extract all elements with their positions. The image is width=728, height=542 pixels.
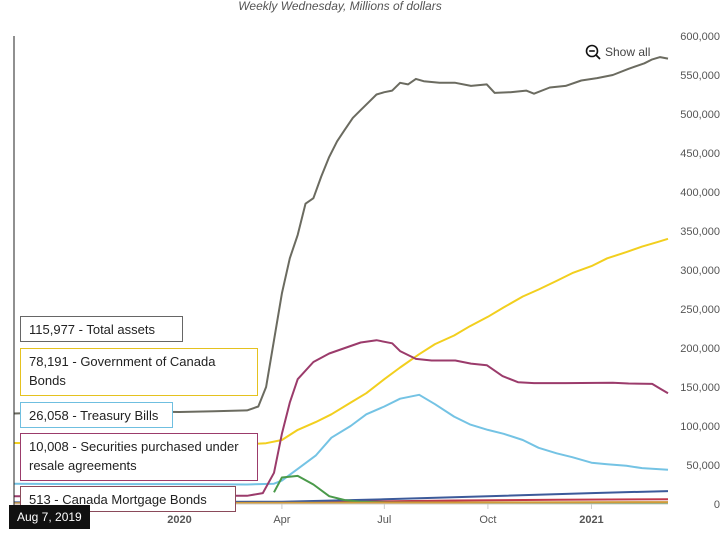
y-tick-label: 600,000 xyxy=(680,31,720,43)
x-tick-label: Jul xyxy=(377,514,391,526)
y-tick-label: 400,000 xyxy=(680,187,720,199)
y-tick-label: 250,000 xyxy=(680,304,720,316)
y-tick-label: 300,000 xyxy=(680,265,720,277)
y-tick-label: 100,000 xyxy=(680,421,720,433)
x-tick-label: 2021 xyxy=(579,514,603,526)
x-tick-label: Apr xyxy=(273,514,290,526)
x-tick-label: Oct xyxy=(479,514,496,526)
tooltip-government-bonds: 78,191 - Government of Canada Bonds xyxy=(20,348,258,396)
series-line-0 xyxy=(13,56,669,415)
tooltip-resale-agreements: 10,008 - Securities purchased under resa… xyxy=(20,433,258,481)
series-line-2 xyxy=(13,393,669,486)
show-all-button[interactable]: Show all xyxy=(585,44,650,60)
tooltip-total-assets: 115,977 - Total assets xyxy=(20,316,183,342)
y-tick-label: 50,000 xyxy=(686,460,720,472)
y-tick-label: 150,000 xyxy=(680,382,720,394)
y-tick-label: 0 xyxy=(714,499,720,511)
x-tick-label: 2020 xyxy=(167,514,191,526)
y-tick-label: 200,000 xyxy=(680,343,720,355)
show-all-label: Show all xyxy=(605,45,651,59)
series-line-5 xyxy=(13,490,669,504)
y-tick-label: 350,000 xyxy=(680,226,720,238)
zoom-out-icon xyxy=(585,44,601,60)
series-line-3 xyxy=(14,339,669,498)
crosshair-date-badge: Aug 7, 2019 xyxy=(9,505,90,529)
y-tick-label: 500,000 xyxy=(680,109,720,121)
y-tick-label: 550,000 xyxy=(680,70,720,82)
tooltip-treasury-bills: 26,058 - Treasury Bills xyxy=(20,402,173,428)
chart-subtitle: Weekly Wednesday, Millions of dollars xyxy=(238,0,442,13)
y-tick-label: 450,000 xyxy=(680,148,720,160)
